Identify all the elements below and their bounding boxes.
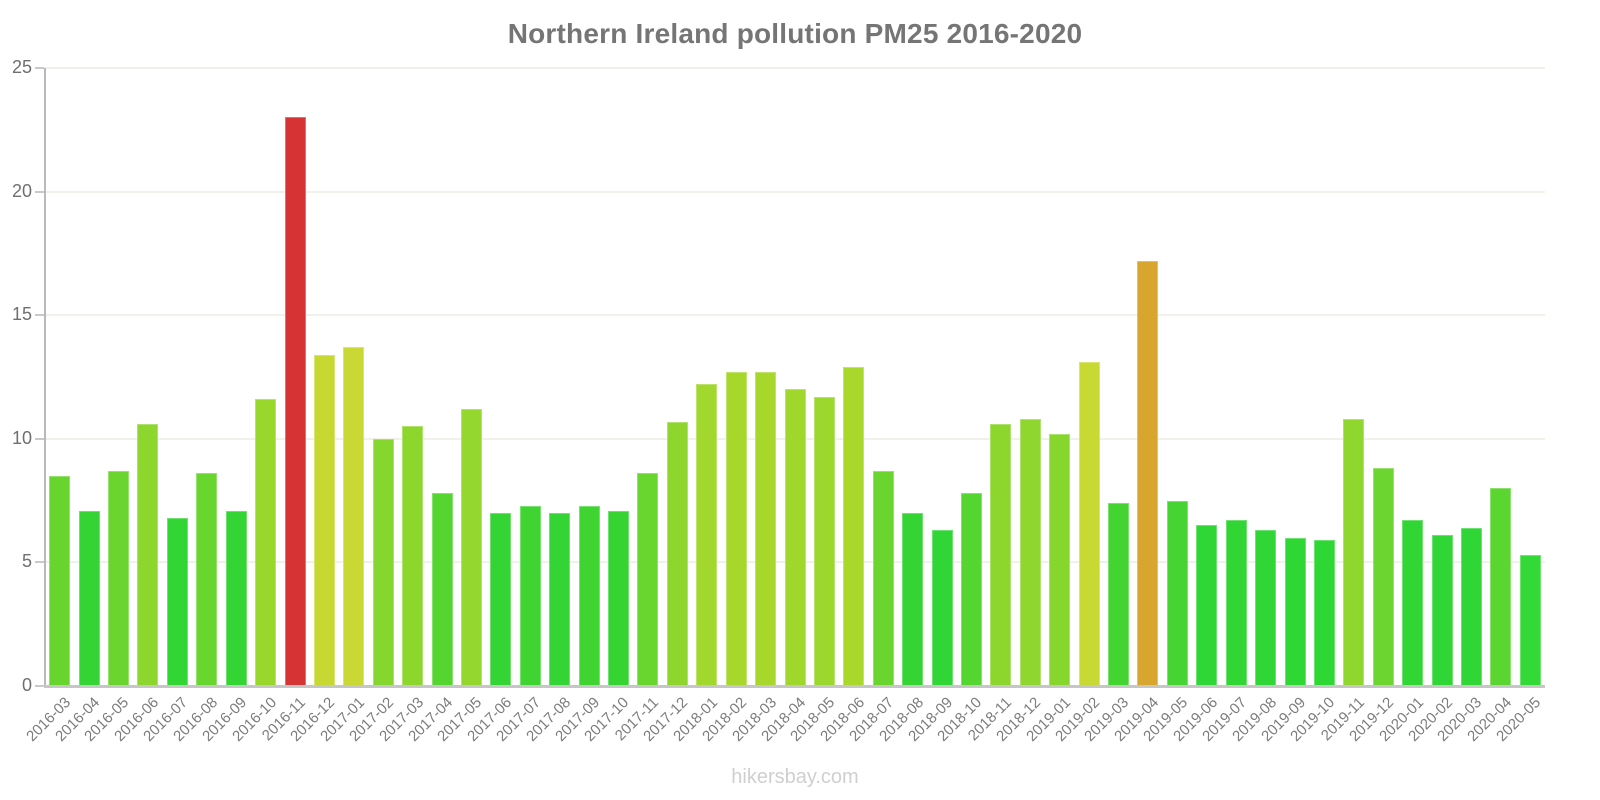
x-axis-line [44,685,1545,688]
bar[interactable] [1255,530,1277,686]
y-tick-mark [35,314,44,317]
bar[interactable] [166,517,188,686]
bar[interactable] [490,512,512,686]
bar[interactable] [431,493,453,686]
bar[interactable] [402,426,424,686]
bar[interactable] [843,367,865,686]
bar[interactable] [1460,527,1482,686]
bar[interactable] [872,470,894,686]
bar[interactable] [372,438,394,686]
y-tick-label: 0 [21,675,32,695]
chart-title: Northern Ireland pollution PM25 2016-202… [507,18,1083,49]
bar[interactable] [990,423,1012,686]
bar[interactable] [255,399,277,686]
bar[interactable] [519,505,541,686]
bar[interactable] [666,421,688,686]
bar[interactable] [1225,520,1247,686]
bar[interactable] [931,530,953,686]
bar[interactable] [960,493,982,686]
bar[interactable] [1313,540,1335,686]
bar[interactable] [1019,419,1041,686]
bar[interactable] [1078,362,1100,686]
y-axis-line [44,68,46,686]
bar[interactable] [578,505,600,686]
gridline [45,314,1545,317]
bar[interactable] [196,473,218,686]
bar[interactable] [1431,535,1453,686]
bar[interactable] [313,354,335,686]
bar[interactable] [49,475,71,686]
bar[interactable] [137,423,159,686]
bar[interactable] [696,384,718,686]
bar[interactable] [108,470,130,686]
y-tick-mark [35,561,44,564]
bar[interactable] [1137,260,1159,686]
bar[interactable] [1166,500,1188,686]
bar[interactable] [902,512,924,686]
bar[interactable] [225,510,247,686]
bar[interactable] [608,510,630,686]
bar[interactable] [637,473,659,686]
y-tick-label: 20 [11,180,32,201]
gridline [45,190,1545,193]
footer-watermark: hikersbay.com [731,766,859,788]
bar[interactable] [1196,525,1218,686]
bar[interactable] [784,389,806,686]
bar[interactable] [1284,537,1306,686]
y-tick-label: 25 [11,57,32,77]
y-tick-label: 10 [11,427,32,448]
y-tick-mark [35,190,44,193]
bar[interactable] [1372,468,1394,686]
bar[interactable] [1490,488,1512,686]
bar[interactable] [343,347,365,686]
y-tick-label: 15 [11,304,32,325]
bar[interactable] [813,396,835,686]
y-tick-mark [35,685,44,687]
plot-area: 0 5 10 15 20 25 2016-03 2016-04 2016-05 2016-06 20… [12,57,1545,745]
bar[interactable] [1402,520,1424,686]
bar[interactable] [1108,503,1130,686]
bar[interactable] [755,372,777,686]
bar[interactable] [1049,433,1071,686]
y-tick-label: 5 [21,551,32,572]
bar[interactable] [1343,419,1365,686]
gridline [45,67,1545,69]
bar[interactable] [549,512,571,686]
y-tick-mark [35,67,44,69]
bar[interactable] [78,510,100,686]
bar[interactable] [284,117,306,686]
bar[interactable] [725,372,747,686]
bar[interactable] [1519,554,1541,686]
y-tick-mark [35,437,44,440]
bar[interactable] [460,409,482,686]
